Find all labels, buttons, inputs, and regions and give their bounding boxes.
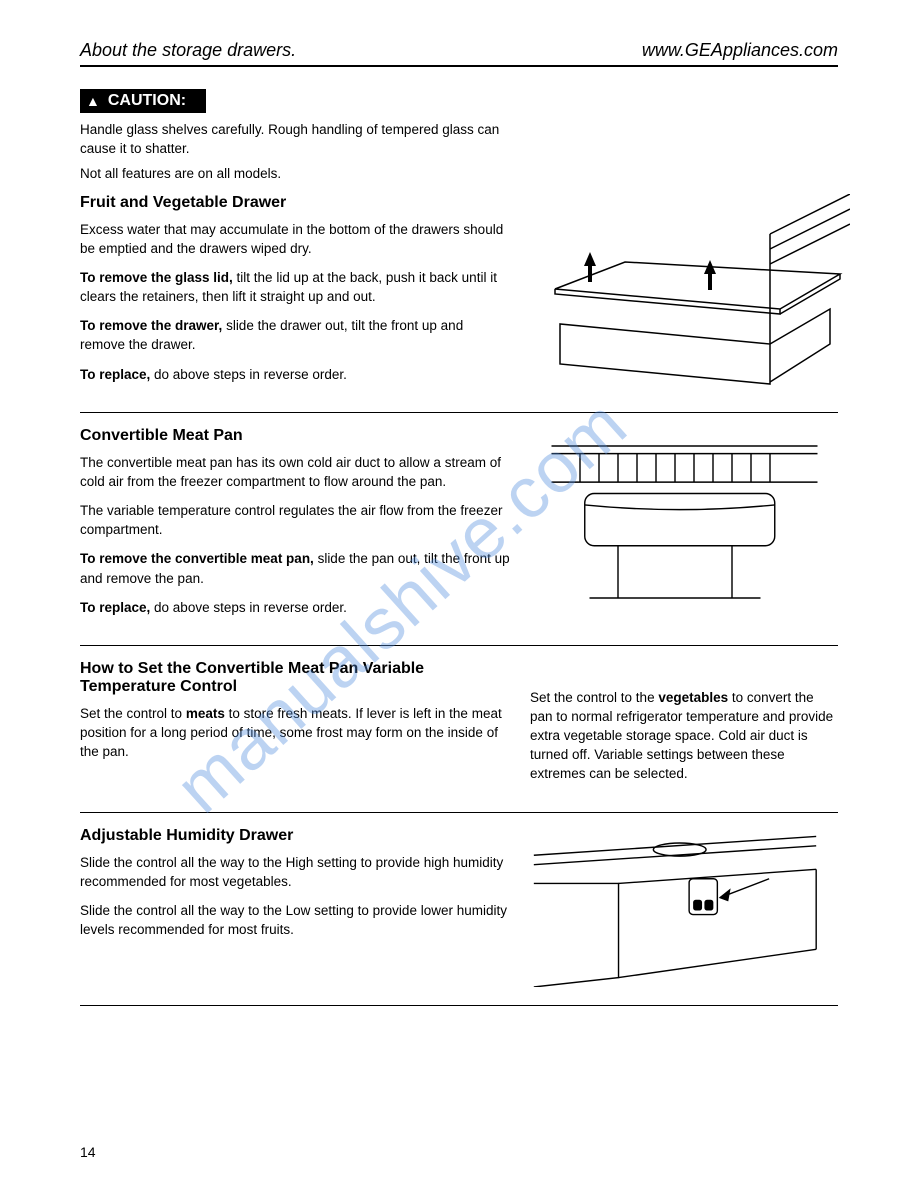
fruit-veg-p3: To remove the drawer, slide the drawer o… [80,316,510,354]
caution-text-body: Not all features are on all models. [80,165,510,184]
caution-label: CAUTION: [108,92,186,110]
section-climate: Adjustable Humidity Drawer Slide the con… [80,813,838,1006]
section-fruit-veg: Fruit and Vegetable Drawer Excess water … [80,188,838,413]
fruit-veg-p4: To replace, do above steps in reverse or… [80,365,510,384]
fruit-veg-p4-strong: To replace, [80,367,150,382]
fruit-veg-p4-rest: do above steps in reverse order. [150,367,347,382]
convertible-p3: To remove the convertible meat pan, slid… [80,549,510,587]
fruit-veg-p2-strong: To remove the glass lid, [80,270,233,285]
convertible-figure [530,427,838,617]
adjust-temp-p1a: Set the control to [80,706,186,721]
page-root: About the storage drawers. www.GEApplian… [0,0,918,1188]
convertible-p3-strong: To remove the convertible meat pan, [80,551,314,566]
page-number: 14 [80,1144,96,1160]
caution-text-lead: Handle glass shelves carefully. Rough ha… [80,121,510,159]
warning-icon: ▲ [86,93,100,109]
convertible-p1: The convertible meat pan has its own col… [80,453,510,491]
header-right: www.GEAppliances.com [642,40,838,61]
fruit-veg-p3-strong: To remove the drawer, [80,318,222,333]
header: About the storage drawers. www.GEApplian… [80,40,838,67]
convertible-p4: To replace, do above steps in reverse or… [80,598,510,617]
section-convertible: Convertible Meat Pan The convertible mea… [80,413,838,646]
convertible-p2: The variable temperature control regulat… [80,501,510,539]
fruit-veg-p1: Excess water that may accumulate in the … [80,220,510,258]
adjust-temp-p1b: meats [186,706,225,721]
adjust-temp-p2b: vegetables [658,690,728,705]
climate-figure [530,827,838,987]
convertible-title: Convertible Meat Pan [80,427,510,445]
adjust-temp-p2a: Set the control to the [530,690,658,705]
caution-block: ▲ CAUTION: Handle glass shelves carefull… [80,89,838,184]
fruit-veg-p2: To remove the glass lid, tilt the lid up… [80,268,510,306]
convertible-p4-strong: To replace, [80,600,150,615]
fruit-veg-title: Fruit and Vegetable Drawer [80,194,510,212]
section-adjust-temp: How to Set the Convertible Meat Pan Vari… [80,646,838,813]
convertible-p4-rest: do above steps in reverse order. [150,600,347,615]
climate-p2: Slide the control all the way to the Low… [80,901,510,939]
caution-label-box: ▲ CAUTION: [80,89,206,113]
climate-p1: Slide the control all the way to the Hig… [80,853,510,891]
adjust-temp-title: How to Set the Convertible Meat Pan Vari… [80,660,510,696]
header-left: About the storage drawers. [80,40,296,61]
fruit-veg-figure [530,194,850,394]
adjust-temp-p1: Set the control to meats to store fresh … [80,704,510,761]
adjust-temp-p2: Set the control to the vegetables to con… [530,688,838,784]
climate-title: Adjustable Humidity Drawer [80,827,510,845]
